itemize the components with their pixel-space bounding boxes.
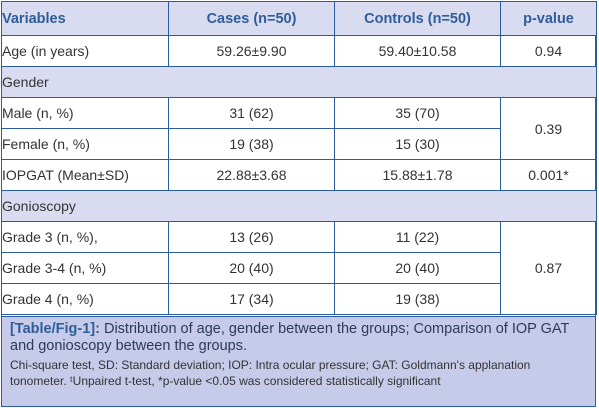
row-label: Male (n, %) bbox=[1, 97, 169, 129]
controls-value: 59.40±10.58 bbox=[334, 35, 501, 67]
cases-value: 13 (26) bbox=[168, 221, 335, 253]
controls-value: 19 (38) bbox=[334, 283, 501, 315]
cases-value: 59.26±9.90 bbox=[168, 35, 335, 67]
table-row: Grade 3-4 (n, %) 20 (40) 20 (40) bbox=[1, 252, 597, 284]
caption-title: [Table/Fig-1]: Distribution of age, gend… bbox=[10, 321, 587, 355]
p-value: 0.39 bbox=[500, 97, 597, 160]
row-label: Grade 4 (n, %) bbox=[1, 283, 169, 315]
row-label: Grade 3 (n, %), bbox=[1, 221, 169, 253]
col-header-variables: Variables bbox=[1, 1, 169, 36]
controls-value: 35 (70) bbox=[334, 97, 501, 129]
col-header-p-value: p-value bbox=[500, 1, 597, 36]
controls-value: 11 (22) bbox=[334, 221, 501, 253]
cases-value: 22.88±3.68 bbox=[168, 159, 335, 191]
table-row: IOPGAT (Mean±SD) 22.88±3.68 15.88±1.78 0… bbox=[1, 159, 597, 191]
caption-label: [Table/Fig-1]: bbox=[10, 321, 100, 337]
col-header-cases: Cases (n=50) bbox=[168, 1, 335, 36]
p-value: 0.94 bbox=[500, 35, 597, 67]
row-label: Grade 3-4 (n, %) bbox=[1, 252, 169, 284]
section-heading-gender: Gender bbox=[1, 66, 597, 98]
controls-value: 15.88±1.78 bbox=[334, 159, 501, 191]
section-heading-gonioscopy: Gonioscopy bbox=[1, 190, 597, 222]
table-row: Age (in years) 59.26±9.90 59.40±10.58 0.… bbox=[1, 35, 597, 67]
p-value: 0.001* bbox=[500, 159, 597, 191]
cases-value: 20 (40) bbox=[168, 252, 335, 284]
controls-value: 20 (40) bbox=[334, 252, 501, 284]
table-caption: [Table/Fig-1]: Distribution of age, gend… bbox=[1, 316, 596, 407]
table-row: Grade 4 (n, %) 17 (34) 19 (38) bbox=[1, 283, 597, 315]
section-row: Gonioscopy bbox=[1, 190, 597, 222]
row-label: IOPGAT (Mean±SD) bbox=[1, 159, 169, 191]
header-row: Variables Cases (n=50) Controls (n=50) p… bbox=[1, 1, 597, 36]
table-row: Female (n, %) 19 (38) 15 (30) bbox=[1, 128, 597, 160]
table-row: Male (n, %) 31 (62) 35 (70) 0.39 bbox=[1, 97, 597, 160]
row-label: Age (in years) bbox=[1, 35, 169, 67]
row-label: Female (n, %) bbox=[1, 128, 169, 160]
table-row: Grade 3 (n, %), 13 (26) 11 (22) 0.87 bbox=[1, 221, 597, 315]
cases-value: 31 (62) bbox=[168, 97, 335, 129]
col-header-controls: Controls (n=50) bbox=[334, 1, 501, 36]
caption-text: Distribution of age, gender between the … bbox=[10, 321, 570, 354]
data-table: Variables Cases (n=50) Controls (n=50) p… bbox=[1, 1, 597, 315]
section-row: Gender bbox=[1, 66, 597, 98]
controls-value: 15 (30) bbox=[334, 128, 501, 160]
cases-value: 17 (34) bbox=[168, 283, 335, 315]
cases-value: 19 (38) bbox=[168, 128, 335, 160]
caption-footnote: Chi-square test, SD: Standard deviation;… bbox=[10, 358, 531, 388]
p-value: 0.87 bbox=[500, 221, 597, 315]
